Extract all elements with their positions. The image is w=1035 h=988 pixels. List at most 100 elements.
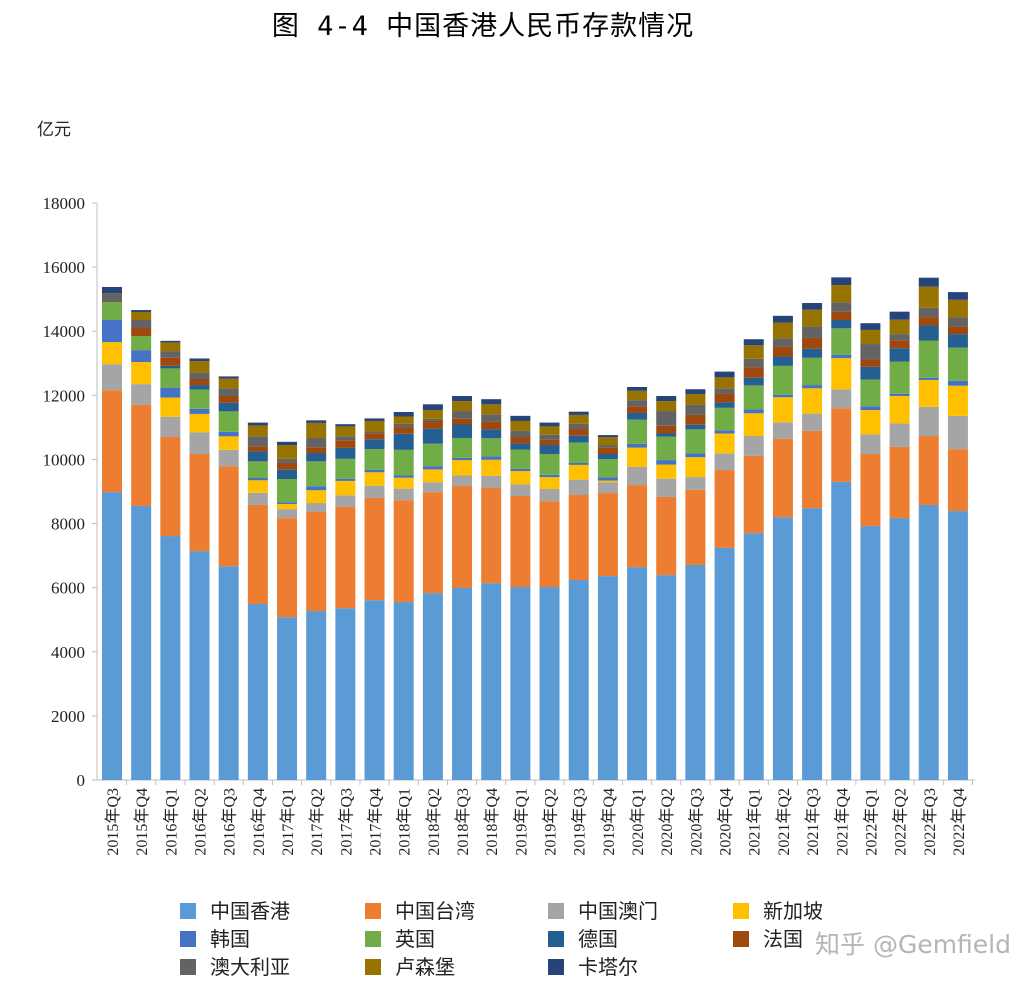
bar-segment: [102, 390, 122, 493]
bar-segment: [568, 464, 589, 480]
bar-segment: [335, 436, 356, 441]
y-axis-unit-label: 亿元: [37, 120, 71, 140]
bar-segment: [218, 402, 239, 412]
bar-segment: [102, 364, 122, 391]
bar-segment: [772, 517, 793, 780]
bar-segment: [539, 422, 560, 427]
bar-segment: [422, 443, 443, 467]
bar-segment: [189, 361, 210, 373]
bar-segment: [102, 492, 122, 780]
bar-segment: [597, 459, 618, 478]
bar-segment: [189, 385, 210, 390]
bar-segment: [393, 423, 414, 428]
bar-segment: [481, 459, 502, 476]
bar-segment: [627, 386, 648, 391]
bar-segment: [393, 500, 414, 603]
bar-segment: [802, 337, 823, 349]
bar-segment: [306, 453, 327, 462]
x-tick-label: 2020年Q3: [687, 788, 705, 856]
bar-segment: [714, 371, 735, 378]
bar-segment: [277, 445, 298, 459]
bar-segment: [102, 286, 122, 294]
bar-segment: [364, 485, 385, 498]
bar-segment: [568, 428, 589, 436]
bar-segment: [131, 361, 152, 385]
bar-segment: [247, 492, 268, 505]
bar-segment: [218, 378, 239, 389]
bar-segment: [102, 293, 122, 303]
bar-segment: [160, 416, 181, 438]
bar-segment: [947, 292, 968, 300]
bar-segment: [685, 489, 706, 565]
bar-segment: [597, 482, 618, 494]
bar-segment: [131, 311, 152, 321]
legend-swatch: [180, 931, 196, 947]
bar-segment: [656, 460, 677, 465]
bar-segment: [802, 357, 823, 386]
y-tick-label: 0: [77, 771, 86, 790]
x-tick-label: 2019年Q4: [600, 788, 618, 856]
bar-segment: [860, 329, 881, 345]
bar-segment: [918, 436, 939, 505]
x-tick-label: 2021年Q2: [775, 788, 793, 856]
bar-segment: [947, 334, 968, 348]
bar-segment: [918, 317, 939, 326]
bar-segment: [889, 340, 910, 349]
bar-segment: [189, 453, 210, 552]
x-tick-label: 2021年Q3: [804, 788, 822, 856]
bar-segment: [218, 388, 239, 396]
bar-segment: [656, 436, 677, 461]
legend-label: 卢森堡: [395, 955, 455, 979]
bar-segment: [335, 495, 356, 507]
y-tick-label: 2000: [51, 707, 85, 726]
bar-segment: [772, 356, 793, 366]
bar-segment: [743, 377, 764, 386]
bar-segment: [247, 422, 268, 426]
bar-segment: [422, 466, 443, 470]
bar-segment: [539, 587, 560, 780]
bar-segment: [335, 426, 356, 437]
bar-segment: [131, 505, 152, 780]
bar-segment: [860, 359, 881, 367]
bar-segment: [568, 435, 589, 443]
bar-segment: [452, 401, 473, 412]
bar-segment: [714, 407, 735, 431]
bar-segment: [218, 466, 239, 567]
legend-label: 英国: [395, 927, 435, 951]
legend-label: 中国香港: [210, 899, 290, 923]
bar-segment: [889, 393, 910, 396]
bar-segment: [393, 475, 414, 478]
bar-segment: [393, 488, 414, 501]
bar-segment: [452, 486, 473, 588]
bar-segment: [772, 322, 793, 339]
bar-segment: [568, 579, 589, 780]
bar-segment: [422, 404, 443, 411]
bar-segment: [685, 564, 706, 780]
x-tick-label: 2017年Q4: [367, 788, 385, 856]
legend-swatch: [365, 959, 381, 975]
bar-segment: [714, 453, 735, 471]
bar-segment: [627, 406, 648, 413]
bar-segment: [510, 495, 531, 588]
bar-segment: [510, 449, 531, 469]
bar-segment: [277, 469, 298, 479]
bar-segment: [568, 442, 589, 463]
bar-segment: [889, 319, 910, 335]
bar-segment: [160, 351, 181, 358]
bar-segment: [452, 457, 473, 461]
bar-segment: [160, 365, 181, 369]
bar-segment: [947, 449, 968, 512]
bar-segment: [597, 477, 618, 481]
bar-segment: [860, 323, 881, 330]
bar-segment: [510, 415, 531, 421]
bar-segment: [627, 412, 648, 420]
bar-segment: [510, 484, 531, 496]
bar-segment: [685, 457, 706, 478]
bar-segment: [364, 449, 385, 470]
bar-segment: [947, 326, 968, 335]
bar-segment: [364, 420, 385, 432]
bar-segment: [568, 495, 589, 580]
legend-label: 卡塔尔: [578, 955, 638, 979]
bar-segment: [860, 526, 881, 780]
bar-segment: [393, 602, 414, 780]
